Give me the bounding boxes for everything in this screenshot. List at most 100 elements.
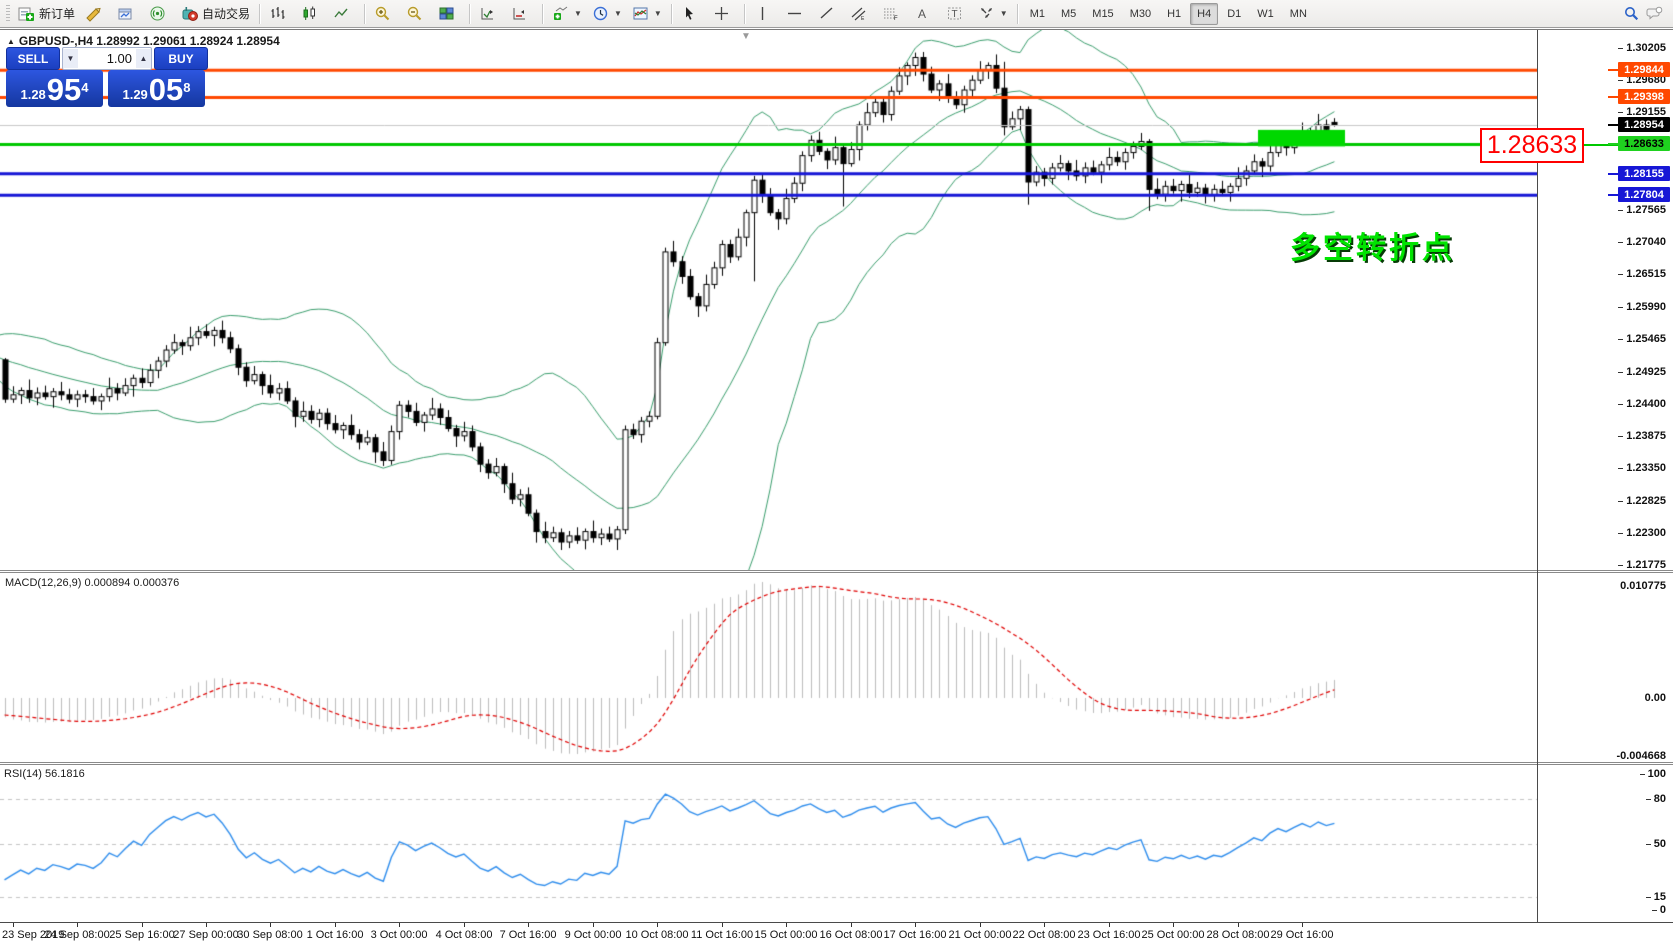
time-label: 27 Sep 00:00: [173, 929, 239, 941]
time-label: 4 Oct 08:00: [435, 929, 493, 941]
toolbar-separator: [542, 3, 544, 24]
toolbar-separator: [670, 3, 672, 24]
sell-price-big: 95: [46, 72, 82, 107]
buy-price-big: 05: [148, 72, 184, 107]
svg-text:F: F: [894, 16, 898, 22]
buy-price-button[interactable]: 1.29 05 8: [108, 70, 205, 107]
bar-chart-button[interactable]: [265, 2, 295, 26]
dropdown-caret-icon: ▼: [999, 9, 1008, 18]
zoom-in-icon: [375, 6, 390, 21]
line-chart-icon: [334, 8, 348, 18]
time-label: 23 Oct 16:00: [1077, 929, 1141, 941]
search-icon[interactable]: [1623, 5, 1640, 22]
styler-button[interactable]: [81, 2, 111, 26]
price-callout-label[interactable]: 1.28633: [1480, 128, 1584, 163]
time-label: 9 Oct 00:00: [564, 929, 622, 941]
macd-axis-zero: 0.00: [1644, 692, 1666, 704]
pane-separator[interactable]: [0, 570, 1673, 573]
time-label: 16 Oct 08:00: [819, 929, 883, 941]
volume-value[interactable]: 1.00: [106, 51, 132, 66]
bar-chart-icon: [271, 7, 285, 19]
chat-icon[interactable]: [1646, 5, 1663, 22]
timeframe-button-h4[interactable]: H4: [1190, 2, 1219, 25]
timeframe-button-w1[interactable]: W1: [1257, 7, 1274, 20]
tile-windows-button[interactable]: [434, 2, 464, 26]
channel-tool-button[interactable]: E: [846, 2, 876, 26]
svg-text:E: E: [861, 16, 865, 22]
timeframe-button-d1[interactable]: D1: [1227, 7, 1242, 20]
zoom-out-icon: [407, 6, 422, 21]
indicator-window-button[interactable]: [475, 2, 505, 26]
volume-up-button[interactable]: ▲: [136, 49, 151, 68]
price-line-badge: 1.28633: [1618, 136, 1670, 151]
arrows-tool-button[interactable]: ▼: [974, 2, 1012, 26]
time-label: 10 Oct 08:00: [625, 929, 689, 941]
sell-price-button[interactable]: 1.28 95 4: [6, 70, 103, 107]
crosshair-tool-button[interactable]: [709, 2, 739, 26]
horizontal-line-tool-button[interactable]: [782, 2, 812, 26]
trendline-tool-button[interactable]: [814, 2, 844, 26]
svg-text:T: T: [951, 9, 957, 20]
timeframe-button-m1[interactable]: M1: [1029, 7, 1045, 20]
window-collapse-icon[interactable]: ▲: [7, 36, 15, 46]
buy-button[interactable]: BUY: [154, 47, 208, 70]
chart-annotation-text[interactable]: 多空转折点: [1290, 232, 1455, 265]
rsi-canvas[interactable]: [0, 766, 1537, 922]
price-scale-label: 1.22300: [1538, 527, 1666, 539]
buy-price-pip: 8: [183, 80, 191, 95]
candlestick-chart-button[interactable]: [297, 2, 327, 26]
zoom-in-button[interactable]: [370, 2, 400, 26]
text-label-tool-button[interactable]: T: [942, 2, 972, 26]
timeframe-button-m30[interactable]: M30: [1129, 7, 1152, 20]
time-axis[interactable]: 23 Sep 2019 24 Sep 08:00 25 Sep 16:00 27 Se…: [0, 922, 1673, 947]
tile-windows-icon: [439, 7, 454, 20]
new-order-button[interactable]: 新订单: [14, 2, 79, 26]
sell-button[interactable]: SELL: [6, 47, 60, 70]
templates-button[interactable]: ▼: [628, 2, 666, 26]
rsi-axis-label: 0: [1538, 904, 1666, 916]
timeframe-button-m15[interactable]: M15: [1092, 7, 1114, 20]
timeframe-button-mn[interactable]: MN: [1289, 7, 1307, 20]
rsi-axis-label: 50: [1538, 838, 1666, 850]
profiles-button[interactable]: [113, 2, 143, 26]
price-badge-stem: [1608, 124, 1618, 126]
autotrading-button[interactable]: 自动交易: [177, 2, 254, 26]
time-tick: [657, 923, 658, 927]
macd-canvas[interactable]: [0, 574, 1537, 762]
vertical-line-tool-button[interactable]: [750, 2, 780, 26]
buy-price-small: 1.29: [122, 87, 148, 102]
time-tick: [13, 923, 14, 927]
text-tool-button[interactable]: A: [910, 2, 940, 26]
timeframe-button-m5[interactable]: M5: [1061, 7, 1077, 20]
macd-axis-top: 0.010775: [1620, 580, 1666, 592]
panel-collapse-caret-icon[interactable]: ▼: [741, 31, 751, 42]
toolbar-right: [1623, 5, 1669, 22]
signals-button[interactable]: [145, 2, 175, 26]
time-label: 24 Sep 08:00: [44, 929, 110, 941]
timeframe-button-h1[interactable]: H1: [1167, 7, 1182, 20]
price-scale-label: 1.24925: [1538, 366, 1666, 378]
time-tick: [335, 923, 336, 927]
equidistant-channel-icon: E: [851, 7, 866, 22]
time-tick: [915, 923, 916, 927]
time-tick: [980, 923, 981, 927]
cursor-tool-button[interactable]: [677, 2, 707, 26]
price-badge-stem: [1608, 173, 1618, 175]
autotrading-label: 自动交易: [202, 7, 251, 21]
zoom-out-button[interactable]: [402, 2, 432, 26]
add-indicator-button[interactable]: ▼: [548, 2, 586, 26]
volume-down-button[interactable]: ▼: [63, 49, 78, 68]
periods-button[interactable]: ▼: [588, 2, 626, 26]
price-badge-stem: [1608, 69, 1618, 71]
indicator-window-2-button[interactable]: [507, 2, 537, 26]
time-tick: [270, 923, 271, 927]
line-chart-button[interactable]: [329, 2, 359, 26]
main-chart-canvas[interactable]: [0, 30, 1537, 570]
fibonacci-tool-button[interactable]: F: [878, 2, 908, 26]
time-label: 30 Sep 08:00: [237, 929, 303, 941]
pane-separator[interactable]: [0, 762, 1673, 765]
time-tick: [528, 923, 529, 927]
chart-window: ▲ GBPUSD-,H4 1.28992 1.29061 1.28924 1.2…: [0, 29, 1673, 947]
rsi-axis-label: 15: [1538, 891, 1666, 903]
price-scale-label: 1.23350: [1538, 462, 1666, 474]
